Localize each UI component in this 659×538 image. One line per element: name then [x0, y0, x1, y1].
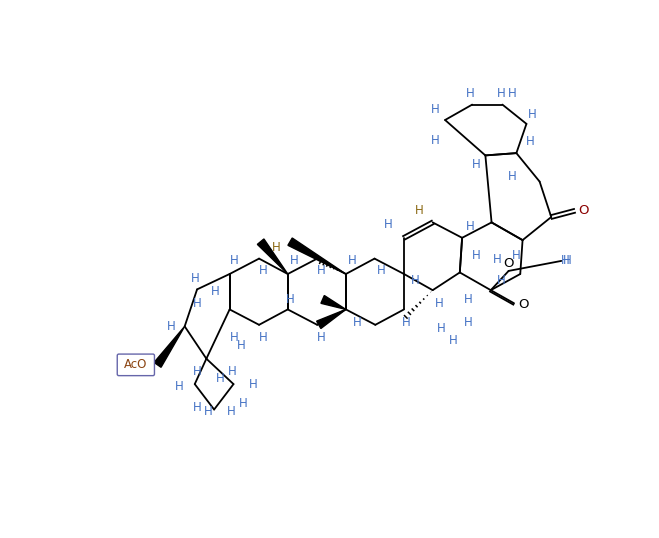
- Polygon shape: [288, 238, 346, 274]
- Text: H: H: [353, 316, 362, 329]
- Text: H: H: [493, 253, 501, 266]
- Text: O: O: [503, 257, 514, 270]
- Text: H: H: [472, 158, 480, 171]
- Text: H: H: [258, 264, 268, 278]
- Text: H: H: [289, 254, 299, 267]
- Text: H: H: [472, 249, 480, 262]
- Text: H: H: [192, 365, 202, 378]
- Text: H: H: [204, 405, 212, 417]
- Text: H: H: [526, 135, 534, 148]
- Text: H: H: [434, 297, 444, 310]
- Text: H: H: [167, 320, 176, 333]
- Text: H: H: [561, 254, 569, 267]
- Text: H: H: [508, 87, 517, 100]
- Text: H: H: [317, 264, 326, 278]
- Text: H: H: [464, 316, 473, 329]
- Text: H: H: [175, 380, 184, 393]
- Text: H: H: [192, 401, 202, 414]
- Text: H: H: [190, 272, 199, 285]
- Text: H: H: [449, 334, 457, 346]
- Text: H: H: [248, 378, 257, 391]
- Text: H: H: [415, 204, 424, 217]
- Text: H: H: [411, 274, 420, 287]
- Text: H: H: [464, 293, 473, 306]
- Text: H: H: [227, 405, 235, 417]
- Text: H: H: [272, 242, 281, 254]
- Text: H: H: [227, 365, 237, 378]
- Polygon shape: [154, 327, 185, 367]
- Text: H: H: [430, 133, 440, 146]
- Text: H: H: [496, 87, 505, 100]
- Text: H: H: [437, 322, 445, 335]
- Text: H: H: [384, 218, 393, 231]
- Text: H: H: [527, 108, 536, 121]
- Text: H: H: [230, 331, 239, 344]
- Text: H: H: [216, 372, 225, 385]
- Text: H: H: [508, 169, 517, 183]
- Text: O: O: [518, 298, 529, 312]
- Text: O: O: [579, 204, 589, 217]
- Text: H: H: [563, 254, 572, 267]
- Polygon shape: [258, 239, 288, 274]
- Polygon shape: [316, 309, 346, 329]
- Text: H: H: [465, 87, 474, 100]
- FancyBboxPatch shape: [117, 354, 154, 376]
- Text: H: H: [376, 264, 385, 278]
- Text: H: H: [430, 103, 440, 116]
- Text: H: H: [512, 249, 521, 262]
- Text: H: H: [237, 339, 246, 352]
- Text: H: H: [348, 254, 357, 267]
- Text: H: H: [192, 297, 202, 310]
- Polygon shape: [321, 295, 346, 309]
- Text: H: H: [496, 274, 505, 287]
- Text: H: H: [317, 331, 326, 344]
- Text: H: H: [286, 293, 295, 306]
- Text: H: H: [239, 397, 248, 410]
- Text: H: H: [260, 331, 268, 344]
- Text: AcO: AcO: [124, 358, 148, 371]
- Text: H: H: [230, 254, 239, 267]
- Text: H: H: [212, 285, 220, 298]
- Text: H: H: [465, 220, 474, 233]
- Text: H: H: [402, 316, 411, 329]
